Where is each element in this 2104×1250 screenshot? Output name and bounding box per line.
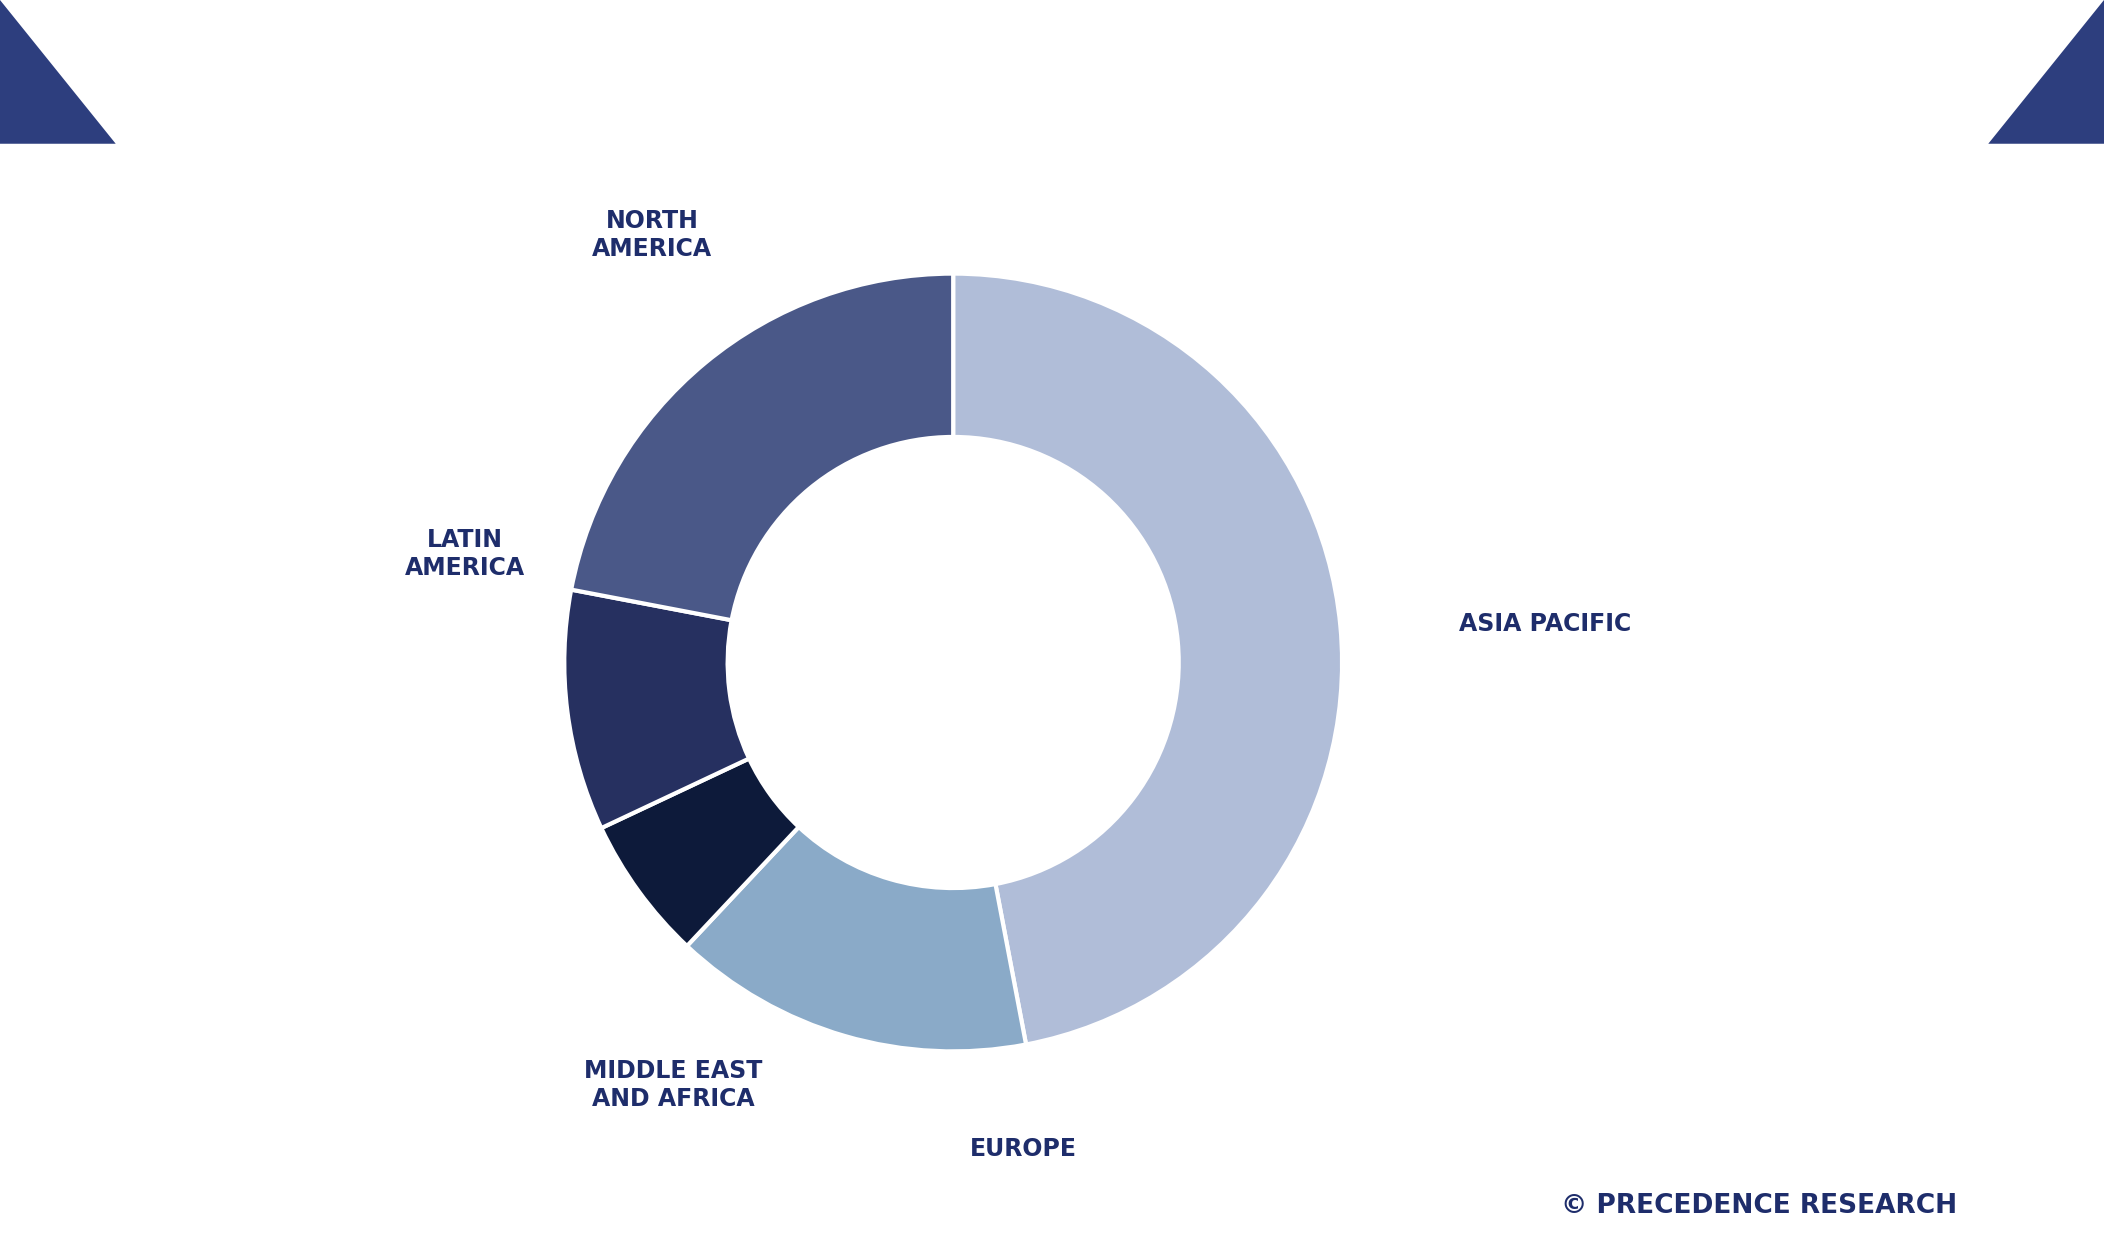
Text: MIDDLE EAST
AND AFRICA: MIDDLE EAST AND AFRICA: [585, 1059, 762, 1111]
Wedge shape: [953, 274, 1342, 1045]
Wedge shape: [602, 759, 800, 946]
Polygon shape: [0, 0, 116, 144]
Text: © PRECEDENCE RESEARCH: © PRECEDENCE RESEARCH: [1561, 1192, 1957, 1219]
Wedge shape: [570, 274, 953, 620]
Wedge shape: [564, 590, 749, 828]
Text: NORTH
AMERICA: NORTH AMERICA: [591, 209, 711, 260]
Wedge shape: [688, 828, 1027, 1051]
Text: ASIA PACIFIC: ASIA PACIFIC: [1458, 611, 1631, 635]
Text: SEMICONDUCTOR PRODUCTION EQUIPMENT MARKET SHARE, BY REGION, 2020 (%): SEMICONDUCTOR PRODUCTION EQUIPMENT MARKE…: [181, 61, 1923, 98]
Polygon shape: [1988, 0, 2104, 144]
Text: LATIN
AMERICA: LATIN AMERICA: [406, 528, 526, 580]
Text: EUROPE: EUROPE: [970, 1138, 1077, 1161]
